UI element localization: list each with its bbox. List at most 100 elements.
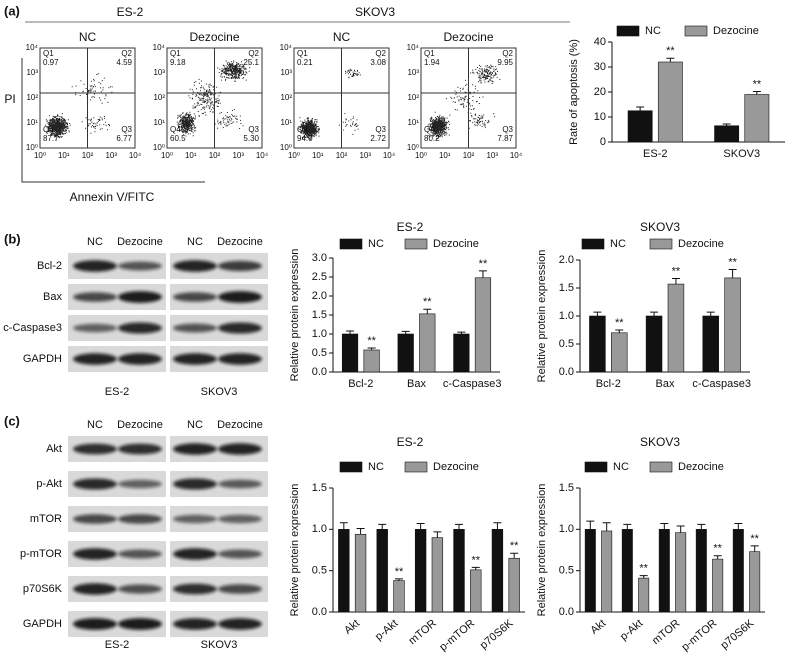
x-tick-label: 10¹ bbox=[312, 151, 324, 160]
lane-label: Dezocine bbox=[117, 236, 163, 248]
quadrant-value: 0.97 bbox=[43, 58, 59, 67]
panel-label: (b) bbox=[4, 231, 21, 246]
significance-label: ** bbox=[615, 317, 624, 329]
error-bar bbox=[602, 522, 611, 531]
y-tick-label: 1.0 bbox=[559, 310, 574, 322]
y-tick-label: 10⁴ bbox=[153, 43, 166, 52]
error-bar bbox=[356, 528, 365, 535]
axis-line bbox=[579, 260, 750, 373]
row-label: mTOR bbox=[30, 513, 62, 525]
y-tick-label: 0.5 bbox=[312, 565, 327, 577]
y-tick-label: 0.0 bbox=[312, 366, 327, 378]
y-tick-label: 0.5 bbox=[559, 338, 574, 350]
error-bar bbox=[666, 57, 675, 62]
error-bar bbox=[471, 566, 480, 570]
row-label: p-Akt bbox=[36, 478, 62, 490]
blot-band bbox=[73, 478, 117, 490]
bar bbox=[658, 529, 670, 613]
row-label: Akt bbox=[46, 443, 62, 455]
error-bar bbox=[394, 578, 403, 581]
panel-label: (a) bbox=[4, 3, 20, 18]
chart-title: ES-2 bbox=[397, 220, 424, 234]
legend-swatch bbox=[404, 461, 428, 473]
y-tick-label: 2.5 bbox=[312, 271, 327, 283]
legend-swatch bbox=[649, 461, 673, 473]
blot-band bbox=[173, 618, 217, 630]
error-bar bbox=[423, 308, 432, 314]
blot-band bbox=[173, 548, 217, 560]
group-label: ES-2 bbox=[117, 5, 144, 19]
bar bbox=[419, 313, 436, 373]
blot-band bbox=[218, 260, 262, 272]
y-tick-label: 10² bbox=[26, 93, 38, 102]
quadrant-value: 94.0 bbox=[297, 134, 313, 143]
x-tick-label: 10⁴ bbox=[256, 151, 269, 160]
y-tick-label: 0.5 bbox=[312, 347, 327, 359]
quadrant-value: 6.77 bbox=[116, 134, 132, 143]
x-tick-label: p70S6K bbox=[719, 617, 757, 652]
row-label: Bcl-2 bbox=[37, 260, 62, 272]
bar bbox=[645, 315, 663, 373]
y-tick-label: 10¹ bbox=[280, 118, 292, 127]
legend-label: Dezocine bbox=[713, 25, 759, 37]
x-tick-label: Akt bbox=[588, 617, 608, 636]
blot-band bbox=[118, 549, 162, 559]
quadrant-value: 87.7 bbox=[43, 134, 59, 143]
lane-label: Dezocine bbox=[217, 419, 263, 431]
lane-label: Dezocine bbox=[117, 419, 163, 431]
error-bar bbox=[457, 331, 466, 334]
x-tick-label: mTOR bbox=[650, 617, 682, 647]
row-label: GAPDH bbox=[23, 618, 62, 630]
y-tick-label: 1.5 bbox=[312, 309, 327, 321]
quadrant-value: 2.72 bbox=[370, 134, 386, 143]
error-bar bbox=[367, 347, 376, 350]
y-tick-label: 10² bbox=[280, 93, 292, 102]
quadrant-name: Q3 bbox=[502, 125, 513, 134]
x-tick-label: p-mTOR bbox=[437, 617, 477, 653]
blot-band bbox=[173, 514, 217, 524]
bar bbox=[621, 529, 633, 613]
chart-title: SKOV3 bbox=[640, 220, 680, 234]
quadrant-name: Q2 bbox=[248, 49, 259, 58]
blot-band bbox=[118, 291, 162, 303]
bar bbox=[702, 315, 719, 373]
quadrant-value: 9.18 bbox=[170, 58, 186, 67]
y-tick-label: 0.0 bbox=[559, 606, 574, 618]
y-tick-label: 10² bbox=[407, 93, 419, 102]
x-tick-label: 10¹ bbox=[439, 151, 451, 160]
quadrant-name: Q2 bbox=[121, 49, 132, 58]
significance-label: ** bbox=[395, 566, 404, 578]
blot-band bbox=[218, 291, 262, 303]
blot-band bbox=[173, 478, 217, 490]
legend-label: NC bbox=[610, 238, 626, 250]
bar bbox=[714, 125, 740, 143]
bar bbox=[393, 580, 405, 613]
legend-label: NC bbox=[613, 461, 629, 473]
blot-band bbox=[118, 443, 162, 455]
x-tick-label: 10⁴ bbox=[510, 151, 523, 160]
row-label: Bax bbox=[43, 291, 62, 303]
blot-band bbox=[118, 353, 162, 365]
y-tick-label: 10³ bbox=[26, 68, 38, 77]
error-bar bbox=[339, 522, 348, 530]
legend-label: Dezocine bbox=[433, 461, 479, 473]
y-axis-label: Rate of apoptosis (%) bbox=[568, 39, 580, 145]
blot-band bbox=[173, 323, 217, 333]
legend-label: Dezocine bbox=[678, 238, 724, 250]
quadrant-name: Q3 bbox=[375, 125, 386, 134]
y-tick-label: 1.5 bbox=[312, 482, 327, 494]
bar bbox=[338, 529, 350, 613]
legend-swatch bbox=[684, 25, 708, 37]
quadrant-name: Q4 bbox=[297, 125, 308, 134]
cell-line-label: ES-2 bbox=[105, 639, 129, 651]
blot-band bbox=[73, 514, 117, 524]
significance-label: ** bbox=[479, 258, 488, 270]
legend-swatch bbox=[616, 25, 640, 37]
blot-band bbox=[73, 548, 117, 560]
legend-swatch bbox=[584, 461, 608, 473]
significance-label: ** bbox=[423, 296, 432, 308]
y-tick-label: 1.0 bbox=[559, 523, 574, 535]
legend-swatch bbox=[404, 238, 428, 250]
error-bar bbox=[750, 545, 759, 552]
y-axis-label: Relative protein expression bbox=[536, 484, 548, 617]
